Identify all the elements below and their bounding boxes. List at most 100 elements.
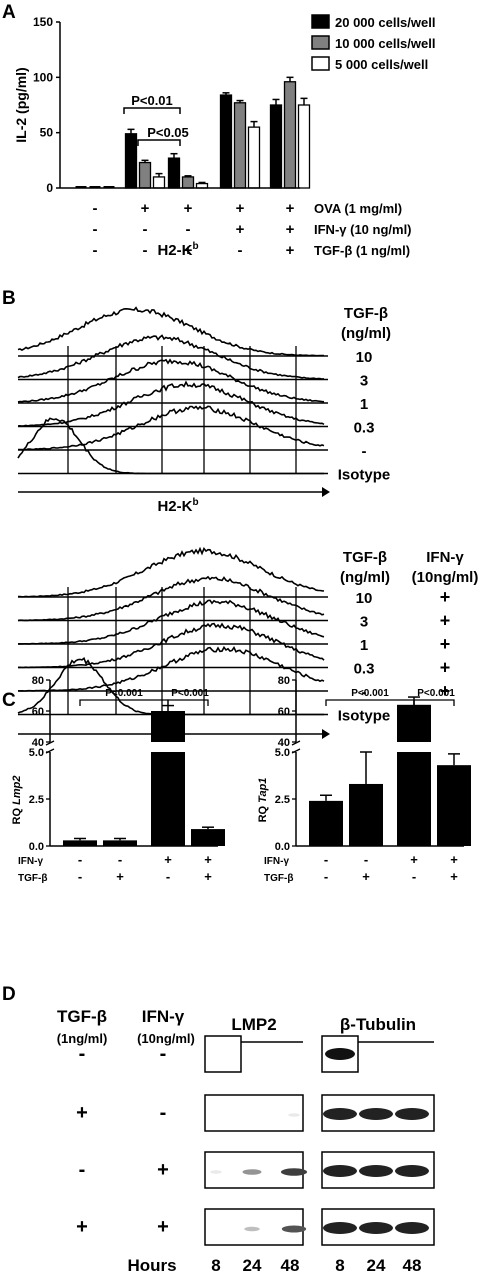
panel-a-legend: 20 000 cells/well 10 000 cells/well 5 000 …: [311, 14, 435, 72]
tubulin-band: [395, 1165, 429, 1177]
histogram-row-label: 10: [356, 349, 373, 366]
b2-header1-line2: (ng/ml): [340, 569, 390, 586]
panel-label-a: A: [2, 2, 16, 23]
c-ytick-label: 2.5: [275, 794, 290, 806]
a-bar: [152, 176, 166, 189]
c-bar: [63, 840, 97, 846]
d-ifn-sign: +: [157, 1216, 169, 1238]
c-ytick-label: 60: [32, 706, 44, 718]
a-bar: [181, 176, 195, 189]
histogram-trace: [17, 405, 325, 451]
a-condition-sign: -: [238, 242, 243, 259]
panel-c-lmp2-chart: 0.0 2.5 5.040 60 80 RQ Lmp2 P<0.001 P<0.001 IFN-…: [11, 675, 225, 884]
c-ytick-label: 2.5: [29, 794, 44, 806]
c-bar-lower: [151, 752, 185, 846]
a-bar: [138, 161, 152, 189]
a-condition-sign: -: [93, 221, 98, 238]
a-condition-label: IFN-γ (10 ng/ml): [314, 222, 412, 237]
c-sig-label: P<0.001: [105, 688, 143, 699]
d-tgf-sign: +: [76, 1102, 88, 1124]
d-ifn-sign: +: [157, 1159, 169, 1181]
histogram-trace: [17, 417, 324, 475]
tubulin-band: [325, 1048, 355, 1060]
panel-c-tap1-chart: 0.0 2.5 5.040 60 80 RQ Tap1 P<0.001 P<0.001 IFN-…: [257, 675, 471, 884]
lmp2-blot-box: [204, 1035, 242, 1073]
c-condition-label: TGF-β: [18, 873, 47, 884]
histogram-row-label: 0.3: [354, 661, 375, 678]
a-bar: [219, 94, 233, 189]
c-sig-label: P<0.001: [351, 688, 389, 699]
d-col1-line1: TGF-β: [57, 1007, 107, 1026]
histogram-row-label: 0.3: [354, 420, 375, 437]
c-condition-sign: -: [364, 852, 368, 867]
histogram-trace: [17, 599, 325, 645]
c-ytick-label: 40: [278, 737, 290, 749]
a-condition-sign: +: [236, 221, 245, 238]
histogram-row-label: 1: [360, 637, 368, 654]
c-ytick-label: 0.0: [29, 841, 44, 853]
histogram-row-sign: +: [440, 587, 451, 607]
c-condition-sign: +: [450, 852, 458, 867]
lmp2-band: [242, 1169, 262, 1175]
histogram-trace: [17, 380, 325, 427]
a-condition-sign: -: [93, 200, 98, 217]
a-condition-sign: -: [143, 221, 148, 238]
c-condition-label: IFN-γ: [18, 856, 43, 867]
c-ytick-label: 0.0: [275, 841, 290, 853]
d-col2-line2: (10ng/ml): [137, 1031, 195, 1046]
tubulin-band: [395, 1222, 429, 1234]
a-bar: [297, 104, 311, 189]
c-condition-sign: -: [78, 852, 82, 867]
a-condition-sign: -: [186, 221, 191, 238]
sig-label-2: P<0.05: [147, 125, 189, 140]
c-condition-sign: +: [450, 869, 458, 884]
c-condition-sign: -: [412, 869, 416, 884]
c-bar: [151, 711, 185, 742]
histogram-row-label: -: [362, 684, 367, 701]
histogram-row-label: Isotype: [338, 708, 391, 725]
c-condition-sign: +: [362, 869, 370, 884]
c-ytick-label: 80: [278, 675, 290, 687]
d-ifn-sign: -: [160, 1102, 167, 1124]
b2-header2-line1: IFN-γ: [426, 549, 464, 566]
c-condition-sign: +: [204, 852, 212, 867]
d-tgf-sign: +: [76, 1216, 88, 1238]
tubulin-band: [323, 1222, 357, 1234]
panel-b-histogram-bottom: H2-Kb TGF-β (ng/ml) IFN-γ (10ng/ml) 10 +3…: [17, 241, 478, 739]
a-condition-label: OVA (1 mg/ml): [314, 201, 402, 216]
legend-label: 10 000 cells/well: [335, 36, 435, 51]
lmp2-blot-box: [204, 1094, 304, 1132]
legend-label: 20 000 cells/well: [335, 15, 435, 30]
tubulin-band: [359, 1165, 393, 1177]
tubulin-band: [323, 1165, 357, 1177]
histogram-row-sign: +: [440, 681, 451, 701]
a-condition-sign: +: [141, 200, 150, 217]
a-condition-sign: +: [184, 200, 193, 217]
histogram-trace: [17, 622, 325, 669]
tubulin-band: [395, 1108, 429, 1120]
c-condition-label: IFN-γ: [264, 856, 289, 867]
panel-b-histogram-top: H2-Kb TGF-β (ng/ml) 10 3 1 0.3 - Isotype: [17, 305, 391, 515]
histogram-row-sign: +: [440, 634, 451, 654]
c-condition-sign: -: [78, 869, 82, 884]
histogram-row-sign: +: [440, 611, 451, 631]
c-ytick-label: 5.0: [29, 747, 44, 759]
legend-swatch: [311, 35, 330, 50]
histogram-row-label: 1: [360, 396, 368, 413]
c-bar-lower: [397, 752, 431, 846]
sig-label-1: P<0.01: [131, 93, 173, 108]
b1-header-line1: TGF-β: [344, 305, 388, 322]
d-col2-line1: IFN-γ: [142, 1007, 185, 1026]
a-bar: [233, 102, 247, 189]
d-ifn-sign: -: [160, 1043, 167, 1065]
histogram-trace: [17, 645, 325, 692]
a-ytick-label: 0: [46, 181, 53, 195]
a-condition-sign: +: [184, 242, 193, 259]
a-condition-label: TGF-β (1 ng/ml): [314, 243, 410, 258]
legend-label: 5 000 cells/well: [335, 57, 428, 72]
c-ytick-label: 60: [278, 706, 290, 718]
panel-label-c: C: [2, 690, 16, 711]
histogram-trace: [17, 358, 325, 403]
c-bar: [103, 840, 137, 846]
